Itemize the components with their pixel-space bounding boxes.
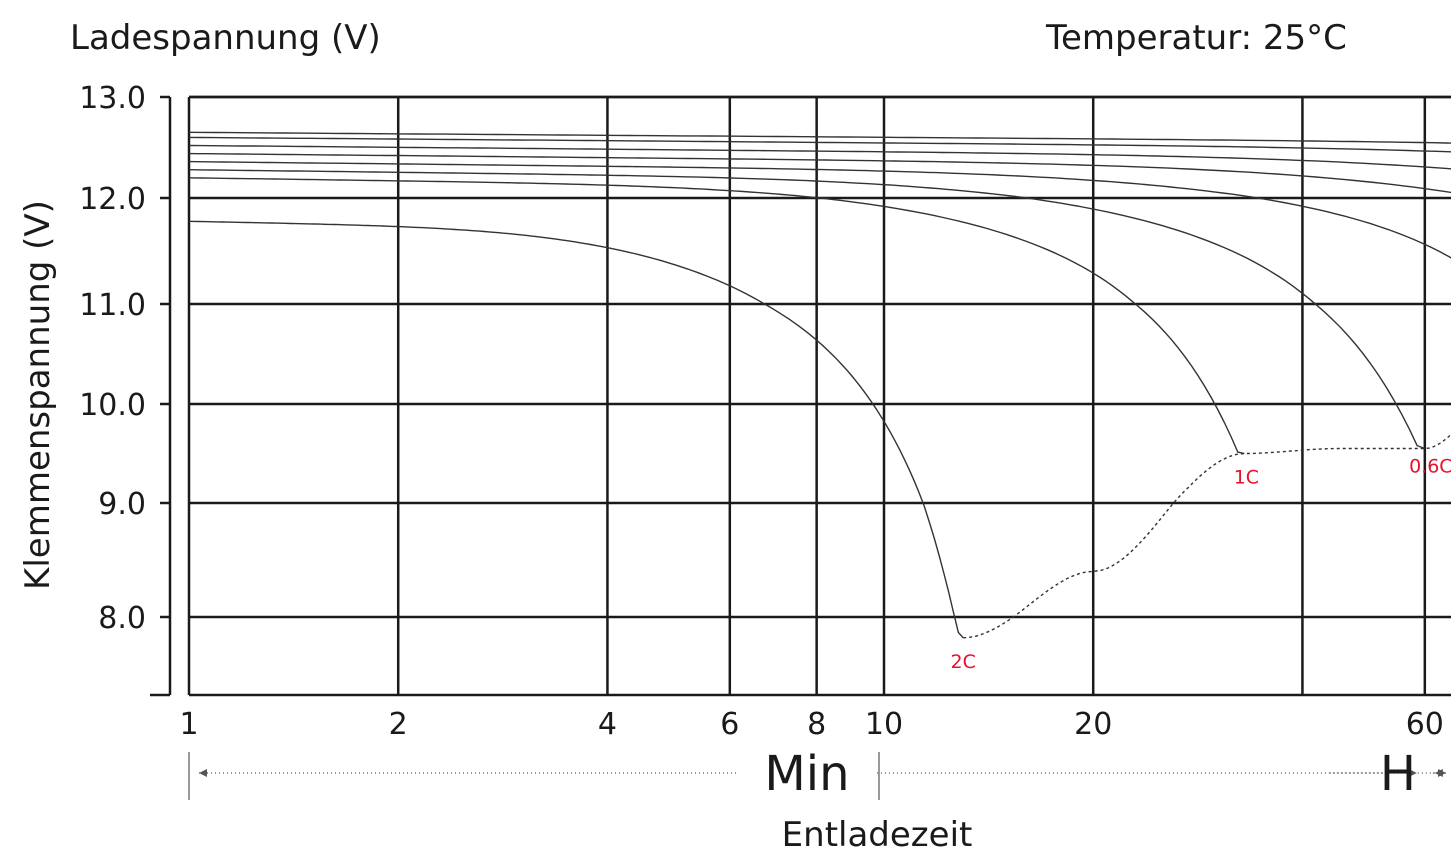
rate-label-2C: 2C: [951, 651, 976, 673]
x-tick-label: 60: [1406, 707, 1444, 742]
discharge-curve-2C: [188, 220, 964, 639]
rate-label-1C: 1C: [1234, 467, 1259, 489]
range-label-Min: Min: [764, 746, 849, 802]
x-axis-label: Entladezeit: [781, 815, 973, 855]
y-tick-label: 10.0: [79, 388, 146, 423]
discharge-curve-0.05C: [188, 131, 1451, 144]
y-tick-label: 13.0: [79, 81, 146, 116]
y-tick-label: 11.0: [79, 288, 146, 323]
discharge-curve-0.6C: [188, 169, 1426, 450]
range-arrowhead-left: [199, 769, 207, 777]
x-tick-label: 8: [807, 707, 826, 742]
end-voltage-curve: [963, 433, 1451, 639]
temperature-annotation: Temperatur: 25°C: [1046, 18, 1347, 58]
range-arrowhead-right: [1438, 769, 1446, 777]
x-tick-label: 10: [865, 707, 903, 742]
y-tick-label: 8.0: [98, 601, 146, 636]
chart-title: Ladespannung (V): [70, 18, 381, 58]
range-arrowhead-right: [1408, 769, 1417, 777]
discharge-curve-0.25C: [188, 152, 1451, 194]
y-tick-label: 12.0: [79, 182, 146, 217]
x-tick-label: 1: [179, 707, 198, 742]
discharge-curve-0.1C: [188, 136, 1451, 153]
x-tick-label: 2: [389, 707, 408, 742]
discharge-curve-1C: [188, 177, 1245, 455]
x-tick-label: 6: [720, 707, 739, 742]
x-tick-label: 20: [1074, 707, 1112, 742]
rate-label-0.6C: 0.6C: [1409, 456, 1451, 478]
discharge-curve-0.4C: [188, 160, 1451, 259]
x-tick-label: 4: [598, 707, 617, 742]
range-label-H: H: [1380, 746, 1416, 802]
discharge-curve-0.17C: [188, 144, 1451, 170]
y-tick-label: 9.0: [98, 487, 146, 522]
